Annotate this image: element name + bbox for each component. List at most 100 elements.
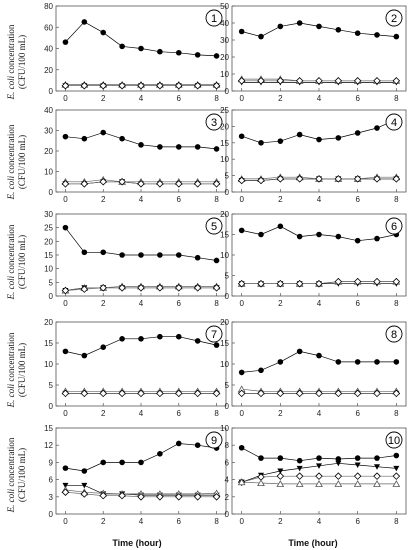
y-tick-label: 2: [225, 493, 230, 502]
data-point-filled-circle: [374, 235, 380, 242]
y-tick-label: 10: [220, 424, 229, 433]
data-point-open-diamond: [175, 284, 183, 292]
y-tick-label: 15: [220, 231, 229, 240]
x-tick-label: 4: [317, 195, 322, 204]
panel-7: 0 5 10 15 20 0 2 4 6 8 7: [44, 318, 227, 418]
data-point-filled-circle: [81, 19, 88, 25]
data-point-open-diamond: [118, 389, 126, 398]
y-tick-label: 20: [220, 122, 229, 131]
data-point-open-diamond: [80, 490, 89, 498]
data-point-open-triangle: [276, 480, 285, 487]
data-point-filled-circle: [354, 130, 361, 136]
y-tick-label: 5: [49, 381, 54, 390]
data-point-open-diamond: [212, 389, 221, 398]
data-point-filled-circle: [296, 233, 303, 240]
y-tick-label: 3: [49, 493, 54, 502]
data-point-filled-circle: [393, 33, 400, 40]
data-point-open-triangle: [392, 480, 401, 487]
x-tick-label: 6: [177, 299, 182, 308]
data-point-filled-circle: [175, 252, 182, 258]
data-point-filled-triangle-down: [277, 468, 284, 474]
data-point-filled-circle: [393, 359, 400, 365]
x-tick-label: 6: [355, 517, 360, 526]
data-point-filled-circle: [62, 133, 69, 140]
data-point-filled-circle: [138, 459, 144, 466]
data-point-open-diamond: [373, 472, 381, 480]
data-point-filled-circle: [258, 455, 264, 461]
y-tick-label: 20: [44, 318, 53, 327]
y-tick-label: 40: [44, 106, 53, 115]
data-point-open-diamond: [212, 180, 221, 188]
y-tick-label: 20: [220, 318, 229, 327]
y-tick-label: 4: [225, 476, 230, 485]
x-tick-label: 2: [101, 94, 106, 103]
data-point-filled-circle: [119, 252, 125, 258]
y-tick-label: 5: [225, 381, 230, 390]
data-point-open-diamond: [392, 389, 401, 398]
panel-8: 0 5 10 15 20 0 2 4 6 8 8: [220, 318, 407, 418]
data-point-filled-circle: [100, 459, 107, 466]
series-line-filled-circle: [65, 443, 217, 472]
panel-3: 0 10 20 30 40 0 2 4 6 8 3: [44, 106, 227, 204]
x-tick-label: 2: [278, 195, 283, 204]
y-tick-label: 25: [44, 224, 53, 233]
data-point-filled-circle: [81, 352, 88, 359]
y-tick-label: 0: [49, 292, 54, 301]
x-tick-label: 0: [63, 299, 68, 308]
data-point-open-diamond: [99, 389, 107, 398]
data-point-open-triangle: [237, 478, 246, 486]
data-point-filled-circle: [81, 135, 88, 142]
data-point-open-diamond: [334, 472, 343, 480]
svg-text:(CFU/100 mL): (CFU/100 mL): [17, 135, 27, 189]
x-tick-label: 6: [177, 409, 182, 418]
data-point-open-diamond: [276, 279, 285, 288]
data-point-filled-circle: [277, 359, 284, 365]
data-point-open-diamond: [334, 175, 343, 183]
panel-number-badge: [385, 9, 403, 27]
panel-number-label: 4: [391, 117, 397, 129]
panel-number-badge: [205, 325, 223, 343]
data-point-filled-circle: [238, 28, 245, 35]
data-point-filled-circle: [393, 452, 400, 459]
y-tick-label: 9: [49, 458, 54, 467]
data-point-open-diamond: [373, 277, 381, 286]
data-point-filled-circle: [100, 344, 107, 351]
x-tick-label: 8: [394, 517, 399, 526]
data-point-filled-circle: [316, 231, 322, 238]
y-tick-label: 10: [44, 360, 53, 369]
panel-number-badge: [205, 431, 223, 449]
data-point-open-diamond: [257, 77, 265, 85]
data-point-open-diamond: [276, 472, 285, 480]
data-point-filled-circle: [316, 136, 322, 143]
y-tick-label: 30: [44, 210, 53, 219]
data-point-filled-circle: [62, 224, 69, 231]
data-point-filled-circle: [213, 146, 220, 152]
data-point-filled-circle: [62, 465, 69, 471]
data-point-open-diamond: [175, 493, 183, 501]
x-tick-label: 4: [317, 94, 322, 103]
x-tick-label: 8: [214, 299, 219, 308]
x-tick-label: 4: [139, 195, 144, 204]
x-axis-label-left: Time (hour): [112, 538, 161, 548]
panel-number-label: 1: [211, 13, 217, 25]
x-tick-label: 0: [63, 517, 68, 526]
data-point-filled-circle: [62, 348, 69, 355]
data-point-filled-circle: [81, 468, 88, 474]
data-point-filled-circle: [138, 252, 144, 258]
data-point-filled-circle: [100, 129, 107, 136]
y-axis-label-row-4: E. coli concentration (CFU/100 mL): [6, 332, 27, 408]
data-point-filled-circle: [81, 249, 88, 256]
y-axis-label-row-1: E. coli concentration (CFU/100 mL): [6, 24, 27, 100]
data-point-filled-circle: [335, 233, 342, 240]
y-tick-label: 5: [225, 272, 230, 281]
y-tick-label: 20: [44, 66, 53, 75]
data-point-open-triangle: [373, 480, 381, 487]
y-tick-label: 80: [44, 2, 53, 11]
y-axis-label-row-5: E. coli concentration (CFU/100 mL): [6, 437, 27, 513]
data-point-open-diamond: [193, 284, 202, 292]
panel-2: 0 10 20 30 40 50 0 2 4 6 8 2: [220, 2, 407, 103]
y-tick-label: 0: [225, 87, 230, 96]
data-point-filled-circle: [157, 333, 163, 340]
data-point-filled-circle: [335, 27, 342, 33]
